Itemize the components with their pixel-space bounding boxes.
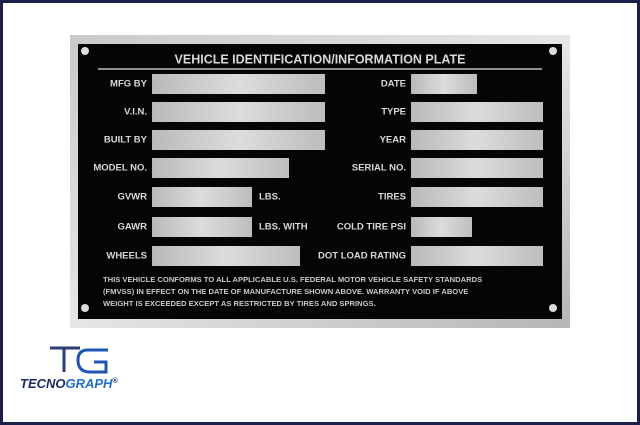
- disclaimer-line: WEIGHT IS EXCEEDED EXCEPT AS RESTRICTED …: [103, 299, 376, 308]
- disclaimer-line: THIS VEHICLE CONFORMS TO ALL APPLICABLE …: [103, 275, 482, 284]
- field-label: GVWR: [117, 192, 147, 203]
- field-box: [411, 158, 543, 178]
- field-box: [152, 130, 325, 150]
- logo-text: TECNOGRAPH®: [20, 376, 118, 391]
- field-label: GAWR: [117, 222, 147, 233]
- field-label: DOT LOAD RATING: [318, 251, 406, 262]
- field-label: YEAR: [380, 135, 407, 146]
- field-unit: LBS. WITH: [259, 222, 308, 233]
- field-box: [411, 102, 543, 122]
- field-box: [411, 187, 543, 207]
- plate-title: VEHICLE IDENTIFICATION/INFORMATION PLATE: [175, 52, 466, 66]
- field-label: MODEL NO.: [93, 163, 147, 174]
- field-label: TYPE: [381, 107, 406, 118]
- field-box: [411, 217, 472, 237]
- field-label: SERIAL NO.: [352, 163, 406, 174]
- field-box: [152, 158, 289, 178]
- field-label: V.I.N.: [124, 107, 147, 118]
- logo-part1: TECNO: [20, 376, 66, 391]
- field-box: [152, 187, 252, 207]
- logo-icon: [50, 346, 108, 374]
- field-label: BUILT BY: [104, 135, 148, 146]
- holes: [81, 47, 557, 312]
- field-box: [152, 246, 300, 266]
- field-label: TIRES: [378, 192, 406, 203]
- field-label: DATE: [381, 79, 406, 90]
- field-box: [411, 130, 543, 150]
- field-label: MFG BY: [110, 79, 148, 90]
- field-box: [152, 102, 325, 122]
- field-box: [152, 74, 325, 94]
- field-label: COLD TIRE PSI: [337, 222, 406, 233]
- field-unit: LBS.: [259, 192, 281, 203]
- field-box: [411, 246, 543, 266]
- field-box: [411, 74, 477, 94]
- field-box: [152, 217, 252, 237]
- logo-mark: ®: [112, 377, 118, 385]
- logo-part2: GRAPH: [66, 376, 114, 391]
- field-label: WHEELS: [106, 251, 147, 262]
- disclaimer-line: (FMVSS) IN EFFECT ON THE DATE OF MANUFAC…: [103, 287, 468, 296]
